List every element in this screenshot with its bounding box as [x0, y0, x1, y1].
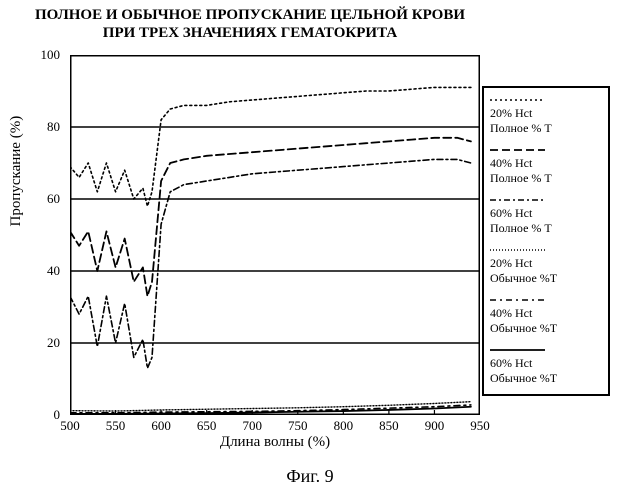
legend-entry: 60% HctОбычное %T	[490, 346, 602, 386]
x-tick-label: 850	[379, 418, 399, 434]
x-tick-label: 700	[242, 418, 262, 434]
y-tick-label: 60	[20, 191, 60, 207]
legend-label-line1: 40% Hct	[490, 156, 602, 171]
legend-swatch	[490, 246, 545, 254]
legend-entry: 40% HctОбычное %T	[490, 296, 602, 336]
legend-label-line2: Обычное %T	[490, 271, 602, 286]
legend-label-line1: 20% Hct	[490, 256, 602, 271]
x-tick-label: 800	[334, 418, 354, 434]
x-tick-label: 550	[106, 418, 126, 434]
series-line	[70, 87, 471, 206]
legend-entry: 20% HctОбычное %T	[490, 246, 602, 286]
legend-label-line1: 60% Hct	[490, 206, 602, 221]
legend-entry: 60% HctПолное % T	[490, 196, 602, 236]
legend-label-line2: Полное % T	[490, 171, 602, 186]
x-tick-label: 750	[288, 418, 308, 434]
legend-label-line1: 20% Hct	[490, 106, 602, 121]
legend-swatch	[490, 146, 545, 154]
x-tick-label: 650	[197, 418, 217, 434]
y-tick-label: 100	[20, 47, 60, 63]
y-tick-label: 40	[20, 263, 60, 279]
legend-label-line2: Полное % T	[490, 121, 602, 136]
x-tick-label: 950	[470, 418, 490, 434]
chart-svg	[70, 55, 480, 415]
legend-label-line2: Обычное %T	[490, 371, 602, 386]
legend-swatch	[490, 296, 545, 304]
x-axis-label: Длина волны (%)	[70, 434, 480, 451]
plot-area	[70, 55, 480, 415]
figure-container: ПОЛНОЕ И ОБЫЧНОЕ ПРОПУСКАНИЕ ЦЕЛЬНОЙ КРО…	[0, 0, 620, 500]
legend-label-line2: Обычное %T	[490, 321, 602, 336]
legend: 20% HctПолное % T40% HctПолное % T60% Hc…	[482, 86, 610, 396]
legend-label-line1: 40% Hct	[490, 306, 602, 321]
legend-swatch	[490, 196, 545, 204]
legend-entry: 40% HctПолное % T	[490, 146, 602, 186]
chart-title: ПОЛНОЕ И ОБЫЧНОЕ ПРОПУСКАНИЕ ЦЕЛЬНОЙ КРО…	[30, 6, 470, 42]
x-tick-label: 500	[60, 418, 80, 434]
y-tick-label: 20	[20, 335, 60, 351]
legend-entry: 20% HctПолное % T	[490, 96, 602, 136]
legend-label-line2: Полное % T	[490, 221, 602, 236]
title-line-2: ПРИ ТРЕХ ЗНАЧЕНИЯХ ГЕМАТОКРИТА	[103, 25, 397, 41]
figure-caption: Фиг. 9	[0, 466, 620, 487]
x-tick-label: 600	[151, 418, 171, 434]
legend-swatch	[490, 346, 545, 354]
y-tick-label: 80	[20, 119, 60, 135]
y-tick-label: 0	[20, 407, 60, 423]
legend-label-line1: 60% Hct	[490, 356, 602, 371]
x-tick-label: 900	[425, 418, 445, 434]
legend-swatch	[490, 96, 545, 104]
title-line-1: ПОЛНОЕ И ОБЫЧНОЕ ПРОПУСКАНИЕ ЦЕЛЬНОЙ КРО…	[35, 7, 465, 23]
